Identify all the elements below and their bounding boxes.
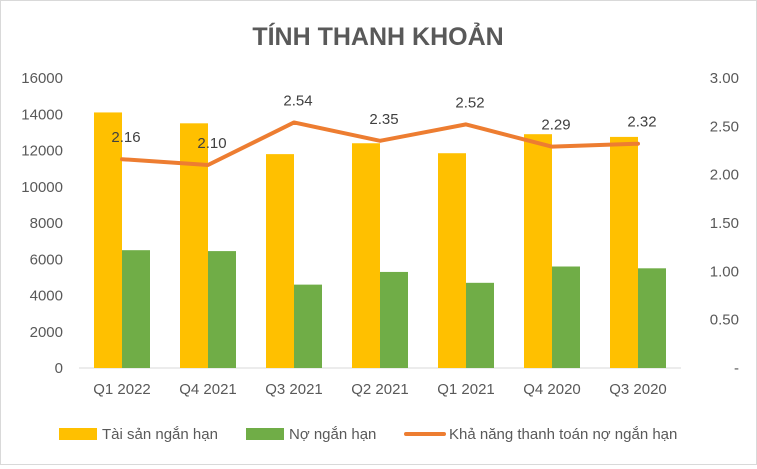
left-axis-tick-label: 8000: [30, 215, 63, 232]
legend-swatch: [246, 428, 284, 440]
left-axis-tick-label: 2000: [30, 324, 63, 341]
right-axis-tick-label: 1.50: [710, 215, 739, 232]
legend-label: Khả năng thanh toán nợ ngắn hạn: [449, 426, 677, 443]
bar-no-ngan-han: [380, 271, 408, 368]
ratio-data-labels: 2.16 2.10 2.54 2.35 2.52 2.29 2.32: [111, 92, 656, 152]
category-label: Q1 2021: [437, 381, 495, 398]
ratio-line-group: [120, 120, 640, 167]
ratio-point: [207, 164, 209, 166]
bar-tai-san-ngan-han: [524, 134, 552, 368]
ratio-point: [121, 158, 123, 160]
ratio-data-label: 2.52: [455, 94, 484, 111]
bar-tai-san-ngan-han: [180, 123, 208, 368]
bar-tai-san-ngan-han: [352, 143, 380, 368]
legend-label: Nợ ngắn hạn: [289, 426, 376, 443]
category-label: Q3 2021: [265, 381, 323, 398]
ratio-data-label: 2.35: [369, 111, 398, 128]
left-axis-tick-label: 6000: [30, 251, 63, 268]
ratio-data-label: 2.10: [197, 135, 226, 152]
legend: Tài sản ngắn hạn Nợ ngắn hạn Khả năng than…: [59, 426, 677, 443]
bar-no-ngan-han: [294, 284, 322, 368]
ratio-data-label: 2.16: [111, 129, 140, 146]
category-label: Q3 2020: [609, 381, 667, 398]
ratio-point: [637, 143, 639, 145]
category-labels: Q1 2022 Q4 2021 Q3 2021 Q2 2021 Q1 2021 Q4 20…: [93, 381, 667, 398]
bar-tai-san-ngan-han: [266, 154, 294, 368]
legend-label: Tài sản ngắn hạn: [102, 426, 218, 443]
left-axis-tick-label: 4000: [30, 288, 63, 305]
left-axis-tick-label: 0: [55, 360, 63, 377]
left-axis-tick-label: 14000: [21, 106, 63, 123]
bar-no-ngan-han: [552, 266, 580, 368]
bar-tai-san-ngan-han: [438, 153, 466, 368]
right-axis-tick-label: -: [734, 360, 739, 377]
category-label: Q2 2021: [351, 381, 409, 398]
ratio-data-label: 2.32: [627, 114, 656, 131]
category-label: Q1 2022: [93, 381, 151, 398]
right-axis-tick-label: 0.50: [710, 312, 739, 329]
right-axis-tick-label: 2.00: [710, 167, 739, 184]
ratio-point: [465, 123, 467, 125]
category-label: Q4 2021: [179, 381, 237, 398]
right-axis-tick-label: 3.00: [710, 70, 739, 87]
bar-tai-san-ngan-han: [94, 112, 122, 368]
bar-tai-san-ngan-han: [610, 136, 638, 368]
left-axis-tick-label: 10000: [21, 179, 63, 196]
left-axis-ticks: 0 2000 4000 6000 8000 10000 12000 14000 16000: [21, 70, 63, 377]
bar-no-ngan-han: [208, 251, 236, 368]
left-axis-tick-label: 16000: [21, 70, 63, 87]
ratio-point: [551, 146, 553, 148]
right-axis-ticks: - 0.50 1.00 1.50 2.00 2.50 3.00: [710, 70, 739, 377]
right-axis-tick-label: 1.00: [710, 263, 739, 280]
left-axis-tick-label: 12000: [21, 143, 63, 160]
bar-no-ngan-han: [638, 268, 666, 368]
legend-swatch: [59, 428, 97, 440]
ratio-data-label: 2.29: [541, 117, 570, 134]
bar-no-ngan-han: [466, 282, 494, 368]
ratio-data-label: 2.54: [283, 92, 312, 109]
bar-no-ngan-han: [122, 250, 150, 368]
ratio-point: [293, 121, 295, 123]
right-axis-tick-label: 2.50: [710, 118, 739, 135]
chart-title: TÍNH THANH KHOẢN: [252, 21, 503, 51]
category-label: Q4 2020: [523, 381, 581, 398]
ratio-point: [379, 140, 381, 142]
bars-group: [94, 112, 666, 368]
